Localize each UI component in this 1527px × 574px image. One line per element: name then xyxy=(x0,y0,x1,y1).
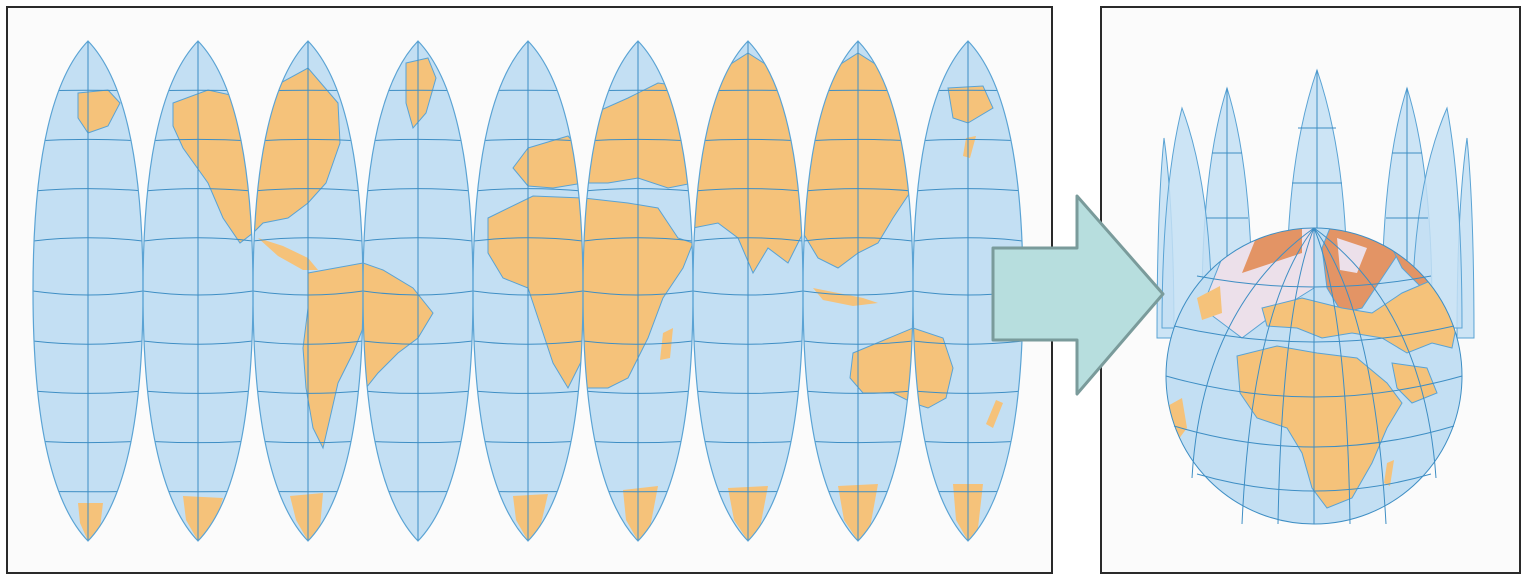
map-gores xyxy=(8,8,1051,572)
land-antarctica-2 xyxy=(183,496,223,541)
transform-arrow-icon xyxy=(985,190,1175,405)
land-antarctica-1 xyxy=(78,503,103,541)
map-gores-panel xyxy=(6,6,1053,574)
land-antarctica-6 xyxy=(623,486,658,541)
